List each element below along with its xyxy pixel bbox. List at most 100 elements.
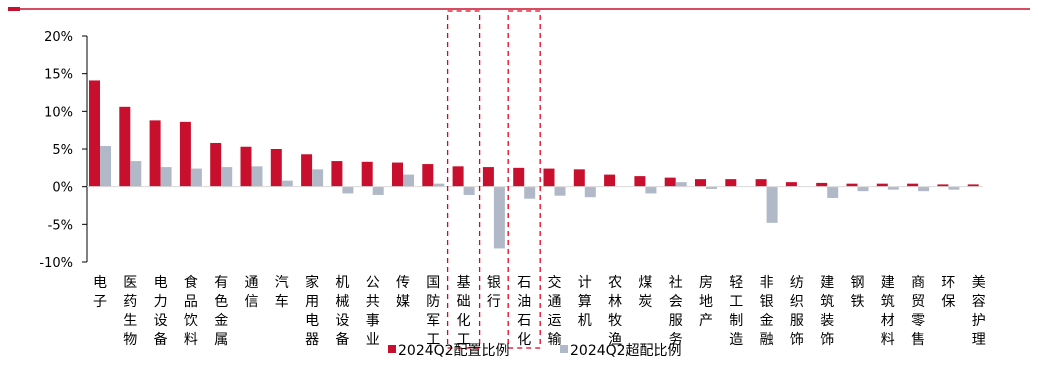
y-tick-label: 15% [44, 68, 73, 83]
legend-label-1: 2024Q2超配比例 [570, 343, 682, 359]
bar-allocation-0 [89, 80, 100, 187]
legend-swatch-0 [388, 345, 396, 353]
bar-overweight-9 [372, 186, 384, 195]
legend-swatch-1 [560, 345, 568, 353]
bar-allocation-21 [725, 179, 737, 187]
x-tick-label-9: 公共事业 [366, 275, 380, 348]
x-tick-label-7: 家用电器 [305, 274, 319, 348]
x-tick-label-28: 环保 [941, 275, 955, 310]
bar-overweight-27 [918, 186, 930, 192]
bar-allocation-23 [785, 182, 797, 187]
bar-overweight-11 [433, 183, 445, 187]
bar-overweight-1 [130, 161, 142, 187]
bar-allocation-12 [452, 166, 464, 187]
bar-allocation-14 [513, 167, 525, 187]
y-tick-label: -5% [48, 218, 73, 233]
x-tick-label-11: 国防军工 [426, 275, 440, 348]
y-tick-label: 20% [44, 30, 73, 45]
bar-overweight-13 [493, 186, 505, 249]
x-tick-label-21: 轻工制造 [729, 275, 743, 348]
y-tick-label: 5% [52, 143, 73, 158]
bar-allocation-28 [937, 184, 949, 187]
x-tick-label-24: 建筑装饰 [820, 275, 834, 348]
bars-group [89, 80, 979, 249]
x-tick-label-6: 汽车 [275, 275, 289, 310]
x-tick-label-10: 传媒 [396, 275, 410, 310]
bar-allocation-24 [816, 182, 828, 187]
x-tick-label-14: 石油石化 [517, 275, 531, 348]
bar-overweight-20 [706, 186, 717, 189]
x-tick-label-15: 交通运输 [548, 274, 562, 348]
bar-allocation-5 [240, 146, 252, 187]
bar-allocation-16 [573, 169, 585, 187]
bar-allocation-26 [876, 183, 888, 187]
bar-allocation-1 [119, 106, 131, 187]
x-tick-label-18: 煤炭 [638, 275, 652, 310]
x-tick-label-27: 商贸零售 [911, 275, 925, 348]
bar-allocation-9 [361, 161, 373, 187]
bar-allocation-19 [664, 177, 676, 187]
x-tick-label-26: 建筑材料 [881, 275, 895, 348]
bar-allocation-17 [604, 174, 616, 187]
x-tick-label-19: 社会服务 [669, 275, 683, 348]
x-tick-label-25: 钢铁 [851, 275, 865, 310]
bar-overweight-22 [766, 186, 778, 223]
bar-overweight-12 [463, 186, 475, 195]
bar-overweight-14 [524, 186, 536, 199]
bar-allocation-7 [301, 154, 313, 187]
x-tick-label-23: 纺织服饰 [790, 275, 804, 348]
bar-allocation-29 [967, 184, 979, 187]
bar-overweight-25 [857, 186, 869, 192]
bar-overweight-16 [584, 186, 596, 198]
bar-allocation-22 [755, 179, 767, 187]
bar-overweight-10 [403, 174, 414, 187]
bar-overweight-2 [160, 167, 172, 187]
bar-allocation-13 [482, 167, 494, 187]
bar-allocation-10 [392, 162, 403, 187]
x-tick-label-20: 房地产 [699, 275, 713, 329]
bar-allocation-8 [331, 161, 343, 187]
bar-overweight-7 [312, 169, 324, 187]
x-tick-label-29: 美容护理 [972, 275, 986, 348]
x-tick-label-5: 通信 [245, 275, 259, 310]
x-tick-label-22: 非银金融 [760, 275, 774, 348]
bar-overweight-18 [645, 186, 657, 194]
x-tick-label-17: 农林牧渔 [608, 275, 622, 348]
y-axis: -10% -5% 0% 5% 10% 15% 20% [39, 30, 88, 271]
bar-allocation-11 [422, 164, 434, 187]
x-tick-label-12: 基础化工 [457, 274, 471, 348]
bar-allocation-4 [210, 142, 222, 187]
bar-overweight-19 [675, 182, 687, 187]
bar-allocation-18 [634, 176, 646, 187]
bar-overweight-26 [887, 186, 899, 190]
y-tick-label: 0% [52, 181, 73, 196]
bar-overweight-5 [251, 166, 263, 187]
x-tick-label-8: 机械设备 [335, 275, 349, 348]
bar-allocation-2 [149, 120, 161, 187]
y-tick-label: 10% [44, 105, 73, 120]
highlight-box-0 [446, 10, 481, 349]
bar-overweight-28 [948, 186, 960, 190]
bar-allocation-27 [907, 183, 919, 187]
x-tick-label-4: 有色金属 [214, 275, 228, 348]
legend: 2024Q2配置比例 2024Q2超配比例 [388, 343, 682, 359]
bar-allocation-3 [179, 121, 191, 187]
x-tick-label-2: 电力设备 [154, 275, 168, 348]
bar-allocation-25 [846, 183, 858, 187]
highlight-box-1 [507, 10, 541, 349]
bar-overweight-3 [190, 168, 202, 187]
bar-allocation-20 [695, 179, 706, 187]
bar-overweight-24 [827, 186, 839, 198]
bar-allocation-6 [270, 149, 282, 187]
legend-label-0: 2024Q2配置比例 [398, 343, 510, 359]
y-tick-label: -10% [39, 256, 73, 271]
x-tick-label-1: 医药生物 [123, 275, 137, 348]
bar-overweight-15 [554, 186, 566, 196]
x-tick-label-16: 计算机 [578, 275, 592, 329]
top-rule-marker [8, 7, 20, 11]
bar-overweight-0 [100, 145, 111, 187]
x-tick-label-3: 食品饮料 [184, 274, 198, 348]
x-tick-label-0: 电子 [93, 275, 107, 310]
